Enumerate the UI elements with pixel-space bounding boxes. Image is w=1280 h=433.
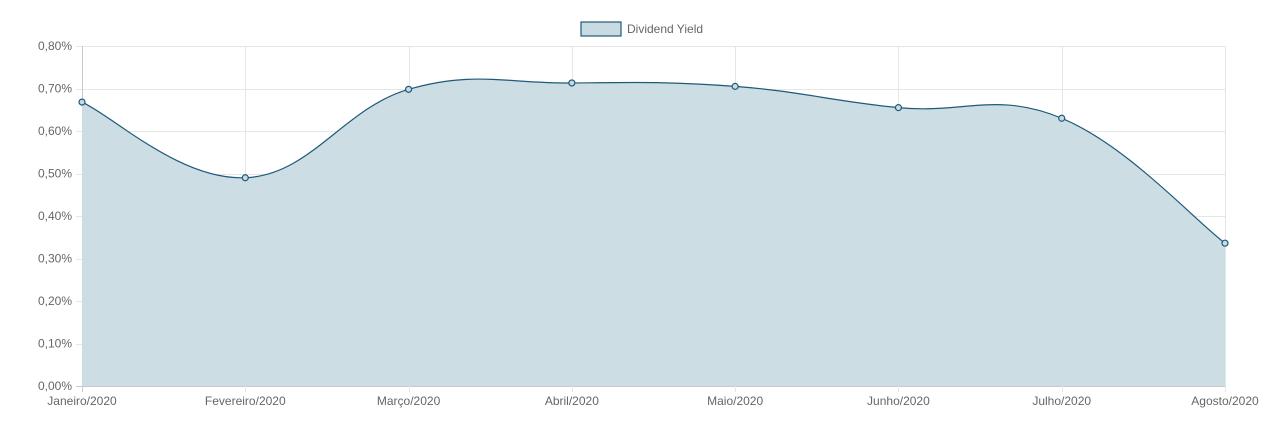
y-tick-label: 0,30% [38, 252, 72, 266]
y-axis-ticks: 0,00% 0,10% 0,20% 0,30% 0,40% 0,50% 0,60% 0,70%… [38, 39, 72, 393]
y-tick-label: 0,60% [38, 124, 72, 138]
x-tick-label: Julho/2020 [1032, 394, 1091, 408]
legend[interactable]: Dividend Yield [580, 21, 703, 37]
x-tick-label: Maio/2020 [707, 394, 763, 408]
y-tick-label: 0,00% [38, 379, 72, 393]
data-point[interactable] [78, 98, 86, 106]
data-point[interactable] [894, 104, 903, 112]
data-point[interactable] [731, 82, 739, 90]
data-point[interactable] [1058, 114, 1066, 122]
legend-swatch[interactable] [580, 21, 622, 37]
y-tick-label: 0,80% [38, 39, 72, 53]
y-tick-label: 0,20% [38, 294, 72, 308]
x-tick-label: Junho/2020 [867, 394, 930, 408]
series-area [82, 79, 1225, 386]
y-tick-label: 0,40% [38, 209, 72, 223]
area-layer [81, 78, 1226, 386]
x-tick-label: Abril/2020 [545, 394, 599, 408]
data-point[interactable] [241, 174, 249, 182]
x-tick-label: Março/2020 [377, 394, 441, 408]
data-point[interactable] [568, 79, 576, 87]
y-tick-label: 0,10% [38, 337, 72, 351]
data-point[interactable] [404, 85, 413, 93]
y-tick-label: 0,70% [38, 82, 72, 96]
x-axis-ticks: Janeiro/2020 Fevereiro/2020 Março/2020 Abri… [47, 394, 1259, 408]
x-tick-label: Fevereiro/2020 [205, 394, 286, 408]
y-tick-label: 0,50% [38, 167, 72, 181]
points [78, 79, 1229, 247]
data-point[interactable] [1221, 239, 1229, 247]
legend-label[interactable]: Dividend Yield [627, 22, 703, 36]
x-tick-label: Agosto/2020 [1191, 394, 1259, 408]
series-line [81, 78, 1226, 244]
x-tick-label: Janeiro/2020 [47, 394, 117, 408]
